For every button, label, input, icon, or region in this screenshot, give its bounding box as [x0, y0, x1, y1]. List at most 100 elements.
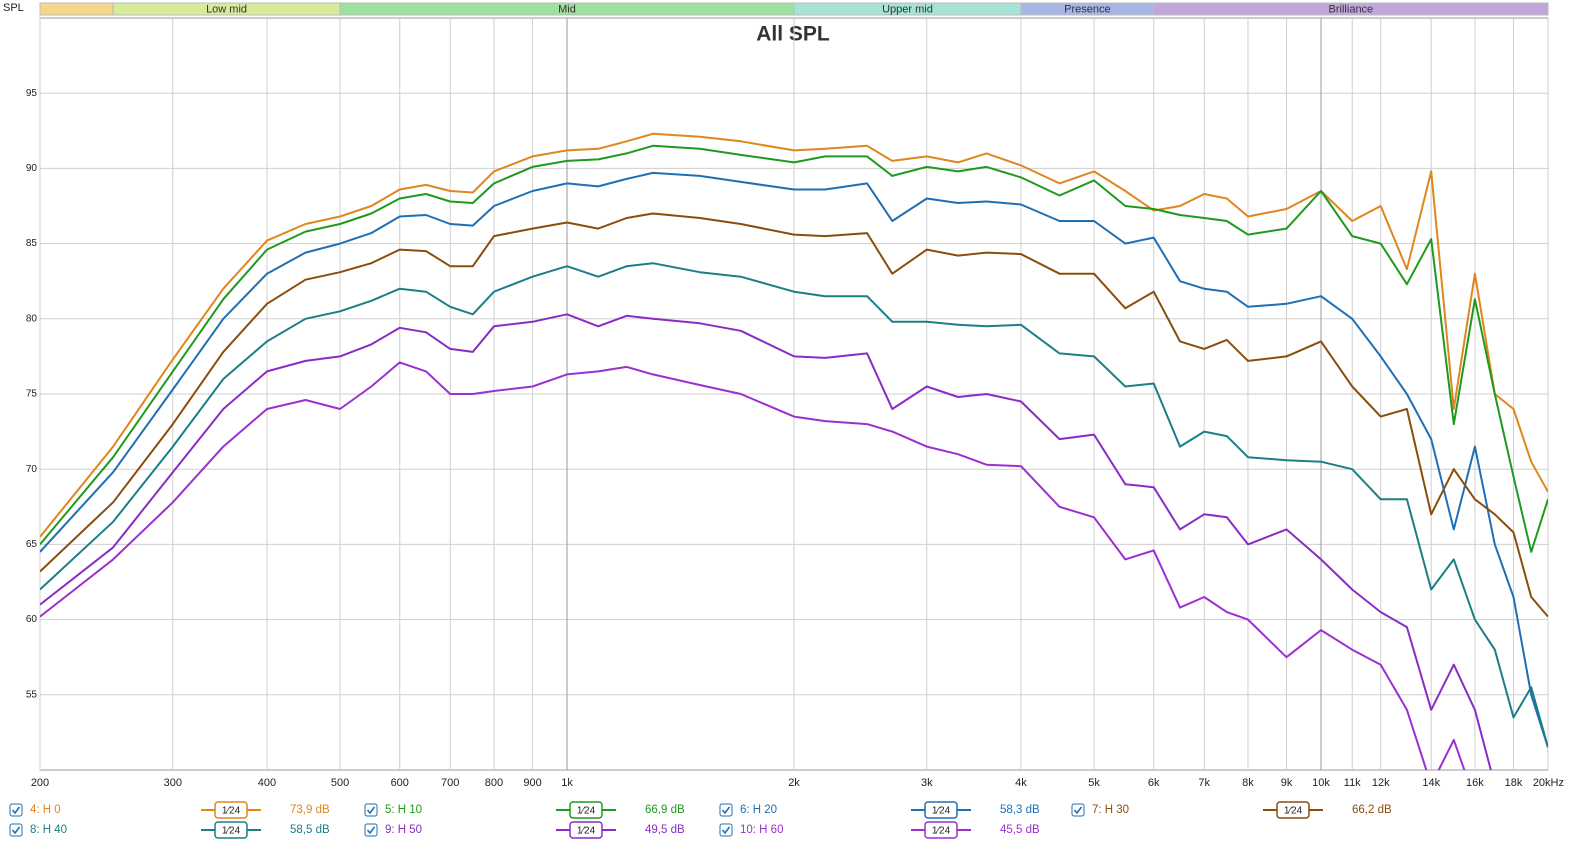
y-tick-label: 90 — [26, 163, 38, 174]
series-line — [40, 313, 1492, 770]
band — [39, 2, 114, 16]
band — [1153, 2, 1549, 16]
legend-checkbox[interactable] — [719, 823, 733, 837]
legend-value: 73,9 dB — [290, 804, 330, 816]
series-line — [40, 144, 1548, 553]
checkbox-tick — [366, 806, 376, 815]
checkbox-tick — [366, 826, 376, 835]
legend-checkbox[interactable] — [364, 823, 378, 837]
checkbox-box — [364, 823, 378, 837]
checkbox-box — [9, 823, 23, 837]
band-label: Low mid — [206, 3, 247, 15]
smoothing-button[interactable]: 1⁄24 — [214, 821, 248, 839]
smoothing-box — [924, 801, 958, 819]
legend-value: 58,3 dB — [1000, 804, 1040, 816]
smoothing-box — [1276, 801, 1310, 819]
legend-value: 58,5 dB — [290, 824, 330, 836]
x-tick-label: 300 — [164, 777, 182, 789]
x-tick-label: 16k — [1466, 777, 1484, 789]
smoothing-box — [214, 821, 248, 839]
smoothing-label: 1⁄24 — [222, 806, 241, 817]
checkbox-box — [1071, 803, 1085, 817]
checkbox-tick — [1073, 806, 1083, 815]
x-tick-label: 20kHz — [1533, 777, 1564, 789]
x-tick-label: 400 — [258, 777, 276, 789]
y-axis-label: SPL — [3, 2, 24, 14]
y-tick-label: 95 — [26, 88, 38, 99]
smoothing-button[interactable]: 1⁄24 — [924, 801, 958, 819]
series-line — [40, 132, 1548, 538]
checkbox-tick — [721, 806, 731, 815]
smoothing-label: 1⁄24 — [932, 806, 951, 817]
legend-name: 6: H 20 — [740, 804, 777, 816]
x-tick-label: 700 — [441, 777, 459, 789]
y-tick-label: 70 — [26, 464, 38, 475]
checkbox-box — [9, 803, 23, 817]
legend-checkbox[interactable] — [9, 803, 23, 817]
x-tick-label: 9k — [1281, 777, 1293, 789]
smoothing-label: 1⁄24 — [1284, 806, 1303, 817]
x-tick-label: 2k — [788, 777, 800, 789]
smoothing-label: 1⁄24 — [577, 826, 596, 837]
y-tick-label: 65 — [26, 539, 38, 550]
series-group — [40, 132, 1548, 770]
x-tick-label: 11k — [1344, 777, 1361, 789]
y-tick-label: 85 — [26, 238, 38, 249]
legend-value: 45,5 dB — [1000, 824, 1040, 836]
x-tick-label: 4k — [1015, 777, 1027, 789]
checkbox-box — [719, 803, 733, 817]
smoothing-label: 1⁄24 — [222, 826, 241, 837]
chart-title: All SPL — [756, 23, 830, 46]
smoothing-box — [214, 801, 248, 819]
legend-name: 9: H 50 — [385, 824, 422, 836]
y-tick-label: 80 — [26, 313, 38, 324]
band-label: Presence — [1064, 3, 1110, 15]
smoothing-button[interactable]: 1⁄24 — [924, 821, 958, 839]
y-tick-label: 55 — [26, 689, 38, 700]
band-label: Brilliance — [1329, 3, 1374, 15]
y-tick-label: 60 — [26, 614, 38, 625]
x-tick-label: 14k — [1422, 777, 1440, 789]
checkbox-tick — [721, 826, 731, 835]
legend-name: 4: H 0 — [30, 804, 61, 816]
x-tick-label: 5k — [1088, 777, 1100, 789]
checkbox-box — [719, 823, 733, 837]
legend-name: 8: H 40 — [30, 824, 67, 836]
x-tick-label: 800 — [485, 777, 503, 789]
smoothing-box — [924, 821, 958, 839]
legend-checkbox[interactable] — [1071, 803, 1085, 817]
x-tick-label: 1k — [561, 777, 573, 789]
checkbox-box — [364, 803, 378, 817]
smoothing-button[interactable]: 1⁄24 — [214, 801, 248, 819]
smoothing-box — [569, 801, 603, 819]
x-tick-label: 500 — [331, 777, 349, 789]
smoothing-label: 1⁄24 — [932, 826, 951, 837]
series-line — [40, 171, 1548, 748]
series-line — [40, 262, 1548, 748]
legend-checkbox[interactable] — [719, 803, 733, 817]
x-tick-label: 200 — [31, 777, 49, 789]
legend-value: 49,5 dB — [645, 824, 685, 836]
legend-name: 5: H 10 — [385, 804, 422, 816]
legend-value: 66,2 dB — [1352, 804, 1392, 816]
x-tick-label: 6k — [1148, 777, 1160, 789]
series-line — [40, 212, 1548, 618]
x-tick-label: 3k — [921, 777, 933, 789]
x-tick-label: 18k — [1505, 777, 1523, 789]
smoothing-button[interactable]: 1⁄24 — [1276, 801, 1310, 819]
checkbox-tick — [11, 806, 21, 815]
y-tick-label: 75 — [26, 389, 38, 400]
series-line — [40, 361, 1466, 770]
smoothing-button[interactable]: 1⁄24 — [569, 821, 603, 839]
x-tick-label: 7k — [1198, 777, 1210, 789]
legend-checkbox[interactable] — [364, 803, 378, 817]
x-tick-label: 600 — [391, 777, 409, 789]
band-label: Upper mid — [882, 3, 933, 15]
x-tick-label: 10k — [1312, 777, 1330, 789]
smoothing-button[interactable]: 1⁄24 — [569, 801, 603, 819]
legend-checkbox[interactable] — [9, 823, 23, 837]
x-tick-label: 900 — [523, 777, 541, 789]
smoothing-label: 1⁄24 — [577, 806, 596, 817]
legend-name: 7: H 30 — [1092, 804, 1129, 816]
